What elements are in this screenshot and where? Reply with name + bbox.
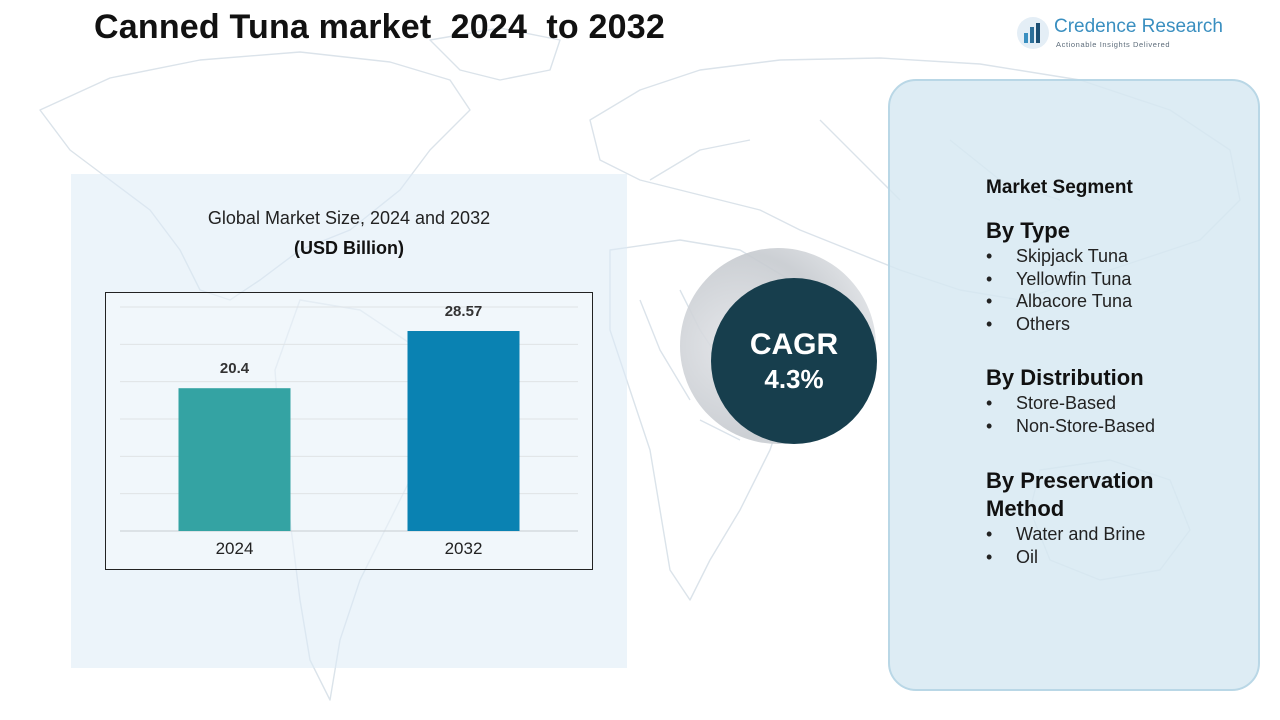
company-logo: Credence Research Actionable Insights De… <box>1016 14 1236 54</box>
x-tick-label-2032: 2032 <box>445 539 483 558</box>
segment-item: • Non-Store-Based <box>986 415 1156 436</box>
logo-name: Credence Research <box>1054 16 1223 37</box>
segment-item: • Store-Based <box>986 393 1117 413</box>
logo-tagline: Actionable Insights Delivered <box>1056 40 1171 49</box>
data-label-2032: 28.57 <box>445 303 483 320</box>
segment-group-title: By Type <box>986 218 1070 243</box>
segment-item: • Albacore Tuna <box>986 291 1133 311</box>
segment-group-preservation: By Preservation Method • Water and Brine … <box>986 467 1206 568</box>
chart-subtitle: (USD Billion) <box>294 238 404 258</box>
segment-item: • Others <box>986 313 1071 334</box>
x-tick-label-2024: 2024 <box>216 539 254 558</box>
plot-frame: 20.4 2024 28.57 2032 <box>105 292 593 570</box>
segment-group-type: By Type • Skipjack Tuna • Yellowfin Tuna •… <box>986 217 1206 335</box>
bar-2024 <box>178 388 291 531</box>
cagr-badge: CAGR 4.3% <box>711 278 877 444</box>
bar-2032 <box>407 331 520 531</box>
chart-panel: Global Market Size, 2024 and 2032 (USD B… <box>71 174 627 668</box>
segment-item: • Water and Brine <box>986 524 1146 544</box>
segment-group-title: By Preservation Method <box>986 468 1154 521</box>
page-title: Canned Tuna market 2024 to 2032 <box>94 8 665 46</box>
segment-heading: Market Segment <box>986 177 1133 198</box>
segment-group-distribution: By Distribution • Store-Based • Non-Store-… <box>986 364 1206 437</box>
chart-title: Global Market Size, 2024 and 2032 <box>207 208 491 228</box>
cagr-value: 4.3% <box>764 364 824 394</box>
segment-item: • Skipjack Tuna <box>986 246 1129 266</box>
segment-item: • Oil <box>986 546 1038 567</box>
segment-panel: Market Segment By Type • Skipjack Tuna • Y… <box>888 79 1260 691</box>
bar-chart: 20.4 2024 28.57 2032 <box>120 303 578 558</box>
segment-item: • Yellowfin Tuna <box>986 268 1132 289</box>
data-label-2024: 20.4 <box>220 360 250 377</box>
segment-group-title: By Distribution <box>986 365 1144 390</box>
cagr-label: CAGR <box>749 328 839 361</box>
bar-chart-logo-icon <box>1017 17 1049 49</box>
